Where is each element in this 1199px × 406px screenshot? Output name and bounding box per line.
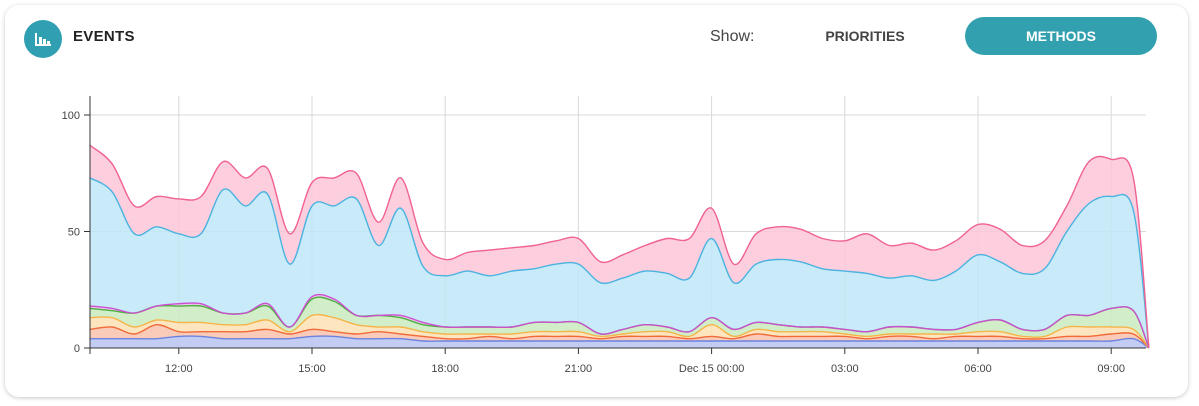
x-tick-label-7: 09:00: [1097, 363, 1125, 375]
series-5-area: [90, 177, 1149, 348]
series-0-line: [89, 335, 1150, 349]
x-tick-label-4: Dec 15 00:00: [679, 363, 744, 375]
priorities-button[interactable]: PRIORITIES: [795, 17, 935, 55]
x-tick-label-5: 03:00: [831, 363, 859, 375]
series-1-line: [89, 323, 1150, 349]
x-tick-label-6: 06:00: [964, 363, 992, 375]
y-tick-label-100: 100: [62, 110, 80, 122]
series-1-area: [90, 324, 1149, 348]
x-tick-label-2: 18:00: [431, 363, 459, 375]
show-label: Show:: [710, 28, 755, 45]
series-6-line: [89, 144, 1150, 349]
bar-chart-icon: [24, 20, 62, 58]
series-5-line: [89, 177, 1150, 349]
y-tick-label-0: 0: [74, 343, 80, 355]
x-tick-label-1: 15:00: [298, 363, 326, 375]
card-title: EVENTS: [73, 28, 135, 45]
y-tick-label-50: 50: [68, 227, 80, 239]
methods-button[interactable]: METHODS: [965, 17, 1157, 55]
series-2-line: [89, 313, 1150, 349]
x-tick-label-0: 12:00: [165, 363, 193, 375]
series-6-area: [90, 145, 1149, 348]
x-tick-label-3: 21:00: [565, 363, 593, 375]
series-4-line: [89, 293, 1150, 349]
